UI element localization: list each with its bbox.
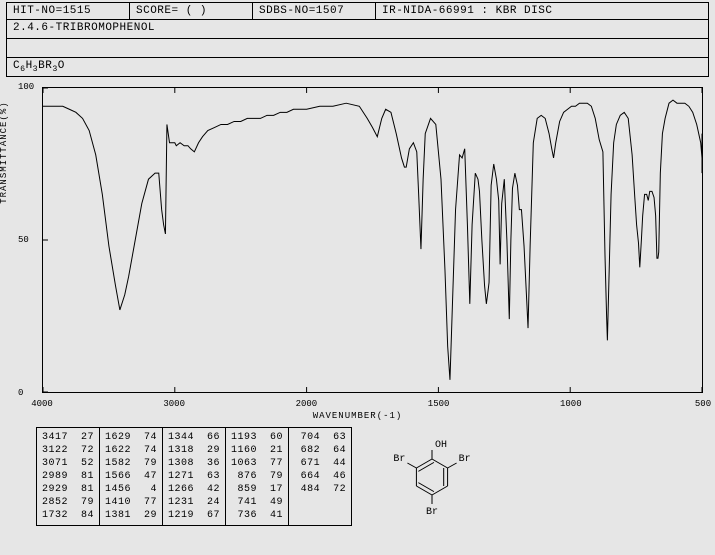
peak-row: 2929 81 [42, 483, 94, 496]
svg-text:Br: Br [393, 454, 405, 465]
header-row-1: HIT-NO=1515 SCORE= ( ) SDBS-NO=1507 IR-N… [6, 2, 709, 20]
empty-row [6, 39, 709, 58]
peak-row: 1582 79 [105, 457, 157, 470]
peak-row: 1344 66 [168, 431, 220, 444]
peak-row: 859 17 [231, 483, 283, 496]
x-tick: 2000 [296, 399, 318, 409]
peak-row: 704 63 [294, 431, 346, 444]
svg-text:OH: OH [435, 440, 447, 451]
peak-row: 1308 36 [168, 457, 220, 470]
spectrum-line [43, 88, 702, 392]
peak-row: 1629 74 [105, 431, 157, 444]
peak-row: 1266 42 [168, 483, 220, 496]
x-tick: 3000 [163, 399, 185, 409]
svg-text:Br: Br [459, 454, 471, 465]
x-tick: 4000 [31, 399, 53, 409]
peak-column: 1629 741622 741582 791566 471456 41410 7… [100, 428, 163, 525]
peak-row: 736 41 [231, 509, 283, 522]
peak-row: 2852 79 [42, 496, 94, 509]
peak-row: 484 72 [294, 483, 346, 496]
x-tick: 500 [695, 399, 711, 409]
y-axis-label: TRANSMITTANCE(%) [0, 101, 9, 203]
peak-row: 1732 84 [42, 509, 94, 522]
x-tick: 1000 [560, 399, 582, 409]
bottom-area: 3417 273122 723071 522989 812929 812852 … [36, 427, 709, 526]
peak-row: 1566 47 [105, 470, 157, 483]
y-tick: 50 [18, 235, 29, 245]
peak-row: 1456 4 [105, 483, 157, 496]
hit-no: HIT-NO=1515 [7, 3, 130, 19]
ir-info: IR-NIDA-66991 : KBR DISC [376, 3, 708, 19]
peak-row: 1193 60 [231, 431, 283, 444]
peak-column: 3417 273122 723071 522989 812929 812852 … [37, 428, 100, 525]
peak-row: 1219 67 [168, 509, 220, 522]
peak-row: 2989 81 [42, 470, 94, 483]
peak-row: 1063 77 [231, 457, 283, 470]
y-tick: 0 [18, 388, 23, 398]
peak-column: 1193 601160 211063 77 876 79 859 17 741 … [226, 428, 289, 525]
peak-row: 1160 21 [231, 444, 283, 457]
peak-row: 671 44 [294, 457, 346, 470]
peak-row: 3417 27 [42, 431, 94, 444]
x-tick: 1500 [428, 399, 450, 409]
plot-area [42, 87, 703, 393]
peak-row: 3071 52 [42, 457, 94, 470]
spectrum-chart: TRANSMITTANCE(%) WAVENUMBER(-1) 050100 4… [6, 81, 709, 419]
peak-row: 876 79 [231, 470, 283, 483]
score: SCORE= ( ) [130, 3, 253, 19]
peak-table: 3417 273122 723071 522989 812929 812852 … [36, 427, 352, 526]
peak-row: 664 46 [294, 470, 346, 483]
x-axis-label: WAVENUMBER(-1) [313, 411, 403, 421]
peak-row: 3122 72 [42, 444, 94, 457]
peak-column: 704 63 682 64 671 44 664 46 484 72 [289, 428, 351, 525]
y-tick: 100 [18, 82, 34, 92]
formula: C6H3BR3O [6, 58, 709, 77]
peak-row: 1410 77 [105, 496, 157, 509]
peak-column: 1344 661318 291308 361271 631266 421231 … [163, 428, 226, 525]
sdbs-no: SDBS-NO=1507 [253, 3, 376, 19]
peak-row: 1318 29 [168, 444, 220, 457]
peak-row: 1381 29 [105, 509, 157, 522]
svg-text:Br: Br [426, 507, 438, 518]
peak-row: 682 64 [294, 444, 346, 457]
peak-row: 741 49 [231, 496, 283, 509]
peak-row: 1231 24 [168, 496, 220, 509]
peak-row: 1271 63 [168, 470, 220, 483]
molecular-structure: OH Br Br Br [372, 427, 492, 522]
peak-row: 1622 74 [105, 444, 157, 457]
compound-name: 2.4.6-TRIBROMOPHENOL [6, 20, 709, 39]
